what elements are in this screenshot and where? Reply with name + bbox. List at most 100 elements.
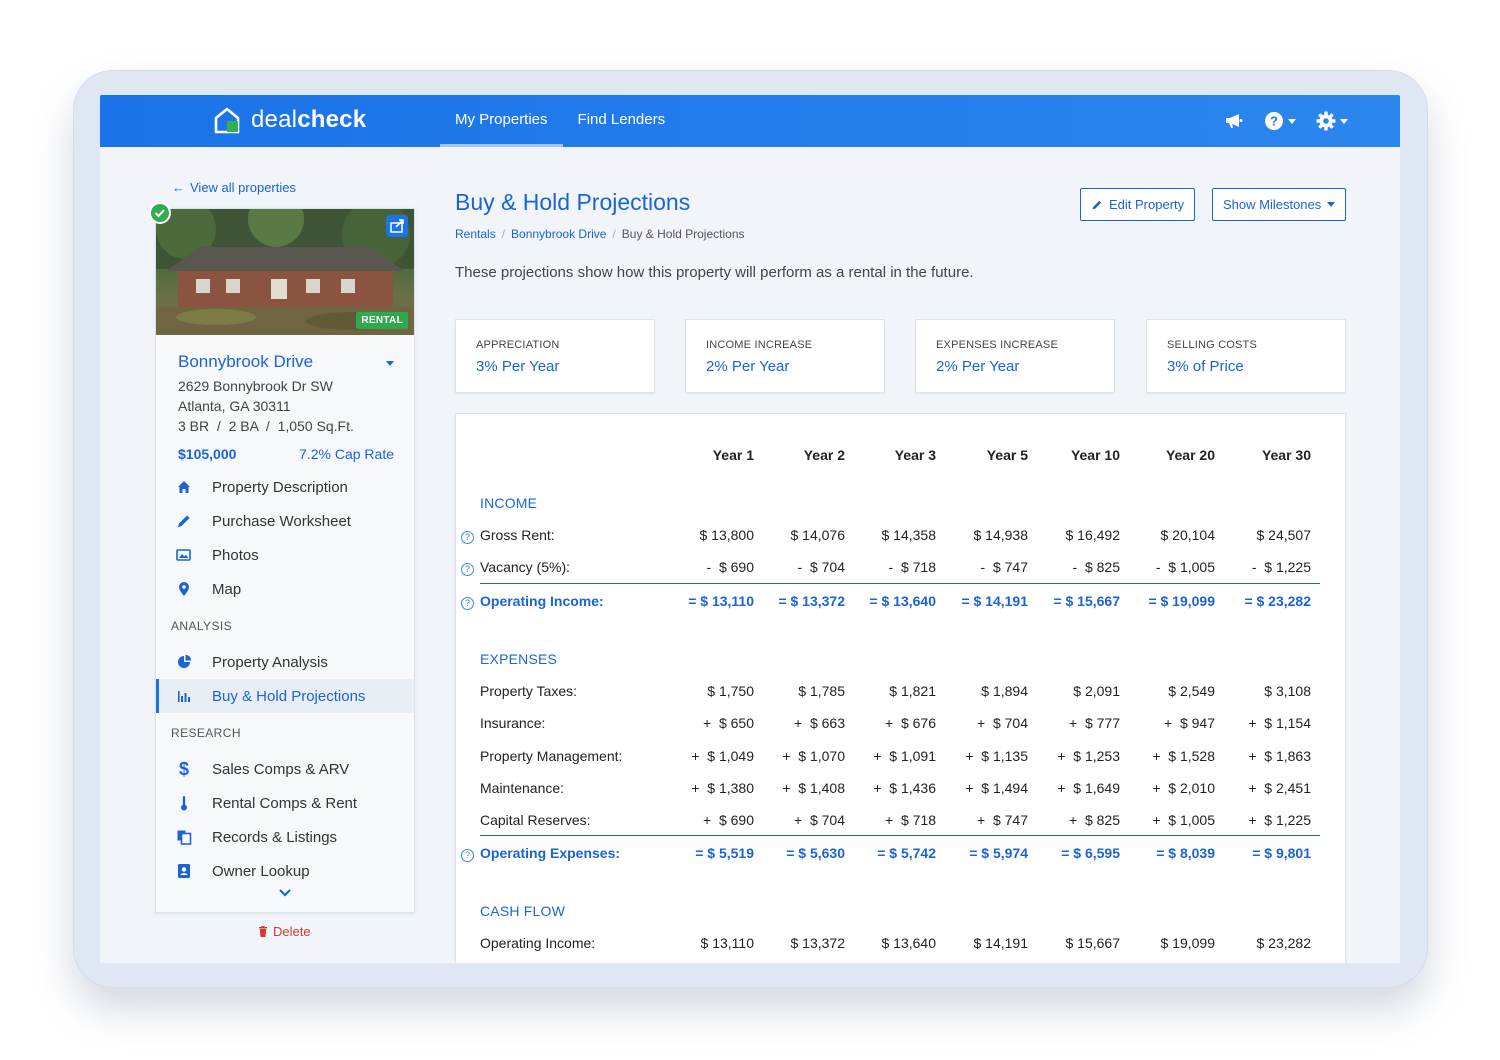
share-button[interactable] xyxy=(386,215,408,237)
table-cell: + $ 676 xyxy=(885,715,936,732)
pie-chart-icon xyxy=(176,654,192,670)
help-tooltip-icon[interactable]: ? xyxy=(461,531,474,544)
pencil-icon xyxy=(176,513,192,529)
table-cell: + $ 650 xyxy=(703,715,754,732)
property-price: $105,000 xyxy=(178,446,237,462)
property-photo[interactable]: RENTAL xyxy=(156,209,414,335)
sidebar-item-property-description[interactable]: Property Description xyxy=(156,470,414,504)
contact-book-icon xyxy=(176,863,192,879)
selling-costs-card[interactable]: SELLING COSTS 3% of Price xyxy=(1146,319,1346,393)
show-more-chevron-icon[interactable] xyxy=(278,885,292,903)
help-tooltip-icon[interactable]: ? xyxy=(461,597,474,610)
row-label: Maintenance: xyxy=(480,779,565,796)
sidebar-item-property-analysis[interactable]: Property Analysis xyxy=(156,645,414,679)
house-logo-icon xyxy=(212,105,242,135)
total-cell: = $ 14,191 xyxy=(961,593,1028,609)
total-cell: = $ 9,801 xyxy=(1252,845,1311,861)
sidebar-item-photos[interactable]: Photos xyxy=(156,538,414,572)
research-section-label: RESEARCH xyxy=(171,726,241,740)
income-increase-card[interactable]: INCOME INCREASE 2% Per Year xyxy=(685,319,885,393)
page-title: Buy & Hold Projections xyxy=(455,189,691,215)
breadcrumb-property[interactable]: Bonnybrook Drive xyxy=(511,227,607,241)
show-milestones-button[interactable]: Show Milestones xyxy=(1212,188,1347,221)
table-cell: - $ 704 xyxy=(797,559,845,575)
table-cell: + $ 1,380 xyxy=(691,779,754,796)
delete-property-button[interactable]: Delete xyxy=(258,924,311,939)
total-cell: = $ 5,519 xyxy=(695,845,754,861)
assumption-label: APPRECIATION xyxy=(476,339,560,351)
property-name[interactable]: Bonnybrook Drive xyxy=(178,352,314,371)
table-cell: $ 1,785 xyxy=(798,683,845,699)
table-cell: + $ 1,091 xyxy=(873,747,936,764)
dealcheck-logo[interactable]: dealcheck xyxy=(212,105,366,135)
column-header: Year 10 xyxy=(1070,447,1120,463)
chevron-down-icon xyxy=(1340,118,1348,124)
column-header: Year 5 xyxy=(986,447,1028,463)
edit-property-button[interactable]: Edit Property xyxy=(1080,188,1196,221)
house-photo-illustration xyxy=(156,209,414,335)
sidebar-item-owner-lookup[interactable]: Owner Lookup xyxy=(156,854,414,888)
sidebar-item-rental-comps[interactable]: Rental Comps & Rent xyxy=(156,786,414,820)
property-sidebar: RENTAL Bonnybrook Drive 2629 Bonnybrook … xyxy=(155,208,415,913)
images-icon xyxy=(176,547,192,563)
assumption-label: EXPENSES INCREASE xyxy=(936,339,1058,351)
table-cell: $ 14,076 xyxy=(790,527,846,543)
row-label: Insurance: xyxy=(480,715,546,732)
sidebar-item-map[interactable]: Map xyxy=(156,572,414,606)
table-cell: + $ 1,049 xyxy=(691,747,754,764)
row-label: Vacancy (5%): xyxy=(480,559,570,575)
bar-chart-icon xyxy=(176,688,192,704)
table-cell: - $ 1,225 xyxy=(1251,559,1311,575)
table-cell: + $ 1,863 xyxy=(1248,747,1311,764)
row-label: Property Management: xyxy=(480,747,623,764)
table-cell: + $ 1,494 xyxy=(965,779,1028,796)
brand-name: dealcheck xyxy=(251,106,367,133)
row-label: Property Taxes: xyxy=(480,683,578,699)
table-cell: + $ 1,154 xyxy=(1248,715,1311,732)
analysis-section-label: ANALYSIS xyxy=(171,619,233,633)
help-tooltip-icon[interactable]: ? xyxy=(461,849,474,862)
status-check-icon xyxy=(149,202,171,224)
help-menu-button[interactable]: ? xyxy=(1264,111,1296,131)
chevron-down-icon xyxy=(1288,118,1296,124)
megaphone-icon xyxy=(1226,114,1243,128)
cashflow-section-title: CASH FLOW xyxy=(480,903,566,919)
table-cell: $ 16,492 xyxy=(1065,527,1121,543)
table-cell: + $ 1,005 xyxy=(1152,812,1215,829)
income-divider xyxy=(480,583,1320,584)
table-cell: + $ 1,436 xyxy=(873,779,936,796)
sidebar-item-purchase-worksheet[interactable]: Purchase Worksheet xyxy=(156,504,414,538)
address-line-2: Atlanta, GA 30311 xyxy=(178,398,291,414)
total-cell: = $ 5,630 xyxy=(786,845,845,861)
chevron-down-icon[interactable] xyxy=(386,361,394,366)
gear-icon xyxy=(1316,111,1336,131)
nav-my-properties[interactable]: My Properties xyxy=(440,95,563,147)
help-tooltip-icon[interactable]: ? xyxy=(461,563,474,576)
total-cell: = $ 6,595 xyxy=(1061,845,1120,861)
total-cell: = $ 5,742 xyxy=(877,845,936,861)
table-cell: $ 1,894 xyxy=(981,683,1028,699)
table-cell: $ 14,191 xyxy=(973,935,1029,951)
sidebar-item-buy-hold-projections[interactable]: Buy & Hold Projections xyxy=(156,679,414,713)
appreciation-card[interactable]: APPRECIATION 3% Per Year xyxy=(455,319,655,393)
sidebar-item-sales-comps[interactable]: $ Sales Comps & ARV xyxy=(156,752,414,786)
total-cell: = $ 8,039 xyxy=(1156,845,1215,861)
svg-text:?: ? xyxy=(1270,114,1278,129)
table-cell: + $ 1,070 xyxy=(782,747,845,764)
income-section-title: INCOME xyxy=(480,495,538,511)
app-screen: dealcheck My Properties Find Lenders ? xyxy=(100,95,1400,963)
dollar-icon: $ xyxy=(178,758,189,779)
expenses-increase-card[interactable]: EXPENSES INCREASE 2% Per Year xyxy=(915,319,1115,393)
total-cell: = $ 5,974 xyxy=(969,845,1028,861)
view-all-properties-link[interactable]: ← View all properties xyxy=(172,180,296,195)
nav-find-lenders[interactable]: Find Lenders xyxy=(577,111,666,128)
assumption-value: 2% Per Year xyxy=(706,358,790,375)
sidebar-item-records-listings[interactable]: Records & Listings xyxy=(156,820,414,854)
breadcrumb-rentals[interactable]: Rentals xyxy=(455,227,496,241)
table-cell: + $ 1,408 xyxy=(782,779,845,796)
announcements-button[interactable] xyxy=(1224,112,1244,130)
breadcrumb: Rentals / Bonnybrook Drive / Buy & Hold … xyxy=(455,227,745,241)
settings-menu-button[interactable] xyxy=(1316,111,1348,131)
table-cell: + $ 704 xyxy=(794,812,845,829)
column-header: Year 20 xyxy=(1165,447,1215,463)
